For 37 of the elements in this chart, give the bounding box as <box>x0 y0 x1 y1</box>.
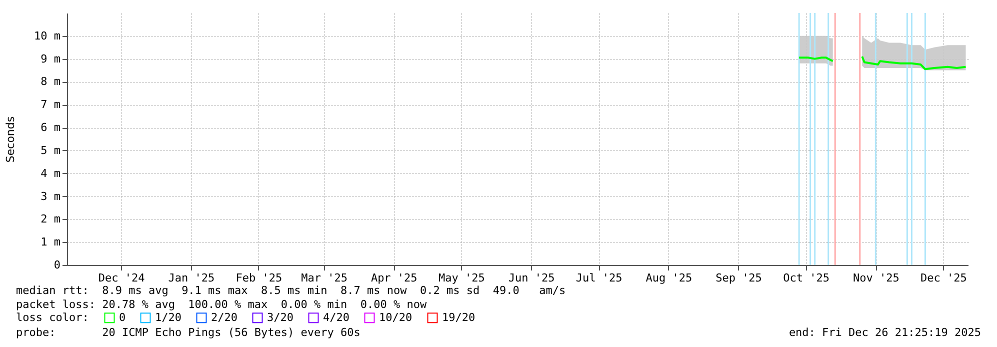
legend-label: 10/20 <box>379 310 412 324</box>
x-tick-label: May '25 <box>438 272 485 284</box>
y-tick-label: 9 m <box>40 52 61 66</box>
y-tick-label: 3 m <box>40 190 61 203</box>
x-tick-label: Oct '25 <box>783 272 830 284</box>
legend-label: 1/20 <box>155 310 182 324</box>
x-tick-label: Sep '25 <box>716 272 762 284</box>
y-tick-label: 6 m <box>40 121 61 134</box>
legend-label: 0 <box>119 310 126 324</box>
y-tick-label: 10 m <box>34 29 61 42</box>
y-tick-label: 0 <box>54 258 60 272</box>
text: median rtt: 8.9 ms avg 9.1 ms max 8.5 ms min 8.7 ms now 0.2 ms sd 49.0 am/s <box>16 284 566 297</box>
y-axis-title: Seconds <box>4 116 18 163</box>
legend-label: 3/20 <box>267 310 294 324</box>
x-tick-label: Dec '24 <box>98 272 146 284</box>
x-tick-label: Mar '25 <box>301 272 348 284</box>
x-tick-label: Jul '25 <box>576 272 622 284</box>
text: probe: 20 ICMP Echo Pings (56 Bytes) every 60s <box>16 326 360 339</box>
x-tick-label: Apr '25 <box>370 272 418 284</box>
y-tick-label: 4 m <box>40 166 61 180</box>
text: packet loss: 20.78 % avg 100.00 % max 0.00 % min 0.00 % now <box>16 298 427 311</box>
legend-label: 4/20 <box>323 310 350 324</box>
legend-title: loss color: <box>16 311 89 324</box>
x-tick-label: Feb '25 <box>236 272 282 284</box>
legend-label: 19/20 <box>442 310 476 324</box>
x-tick-label: Nov '25 <box>852 272 900 284</box>
x-tick-label: Dec '25 <box>920 272 967 284</box>
x-tick-label: Jan '25 <box>168 272 215 284</box>
text: end: Fri Dec 26 21:25:19 2025 <box>788 326 981 339</box>
x-tick-label: Aug '25 <box>646 272 692 284</box>
y-tick-label: 1 m <box>40 236 61 249</box>
y-tick-label: 5 m <box>40 144 61 157</box>
legend-label: 2/20 <box>211 310 238 324</box>
y-tick-label: 7 m <box>40 98 61 112</box>
x-tick-label: Jun '25 <box>508 272 555 284</box>
y-tick-label: 8 m <box>40 75 61 88</box>
y-tick-label: 2 m <box>40 212 61 226</box>
